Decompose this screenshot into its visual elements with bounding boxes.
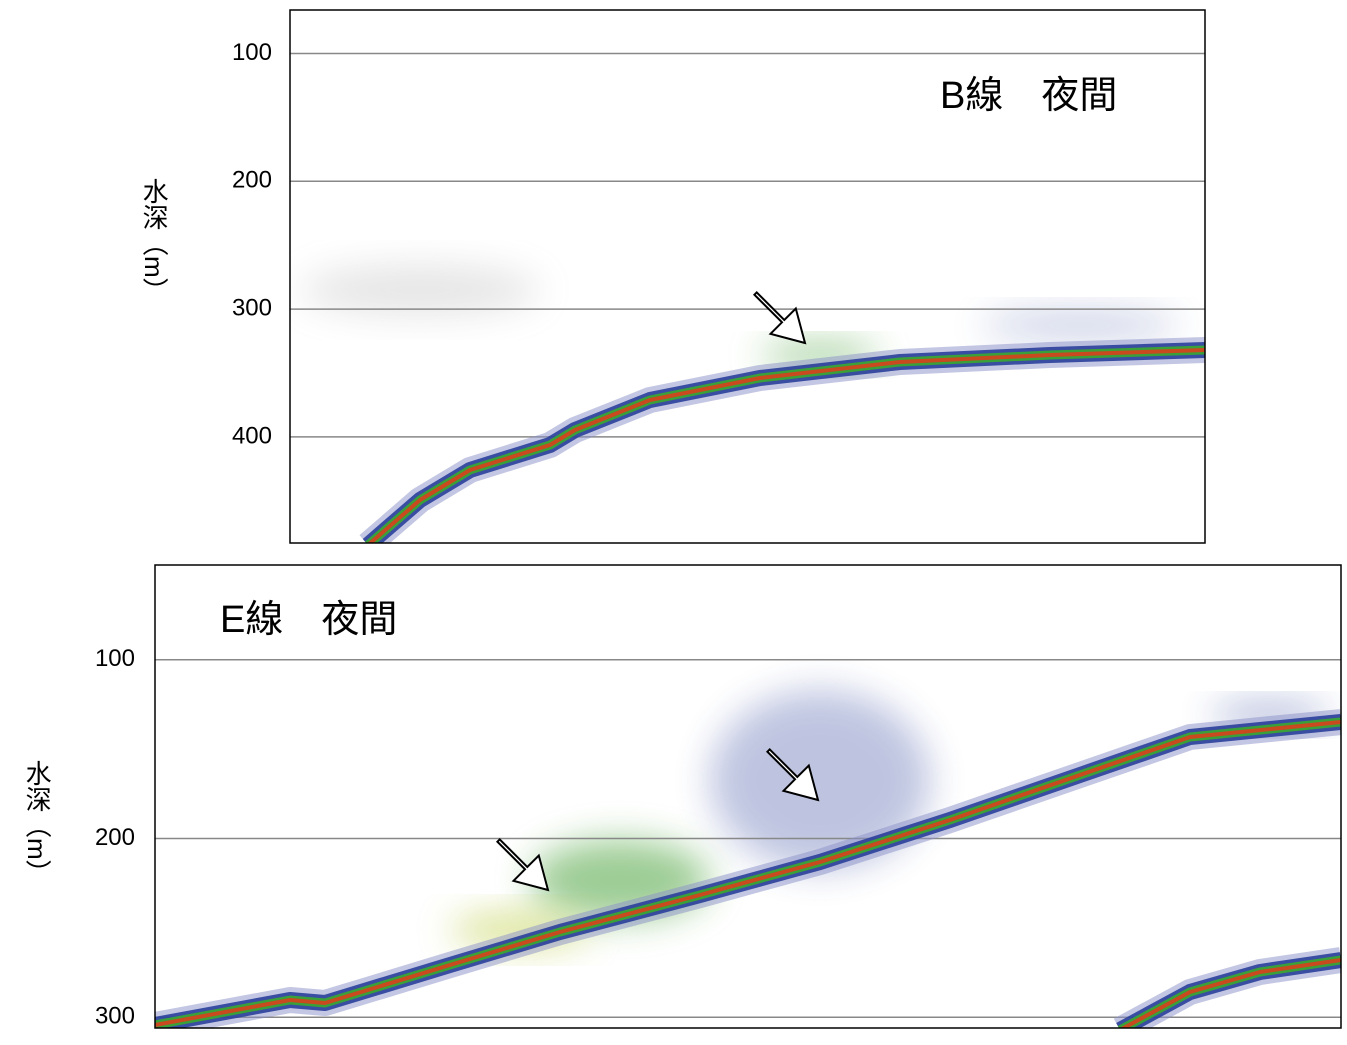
y-axis-label: 水深（m）	[22, 760, 52, 886]
panel-title: B線 夜間	[940, 75, 1117, 117]
school	[300, 265, 540, 315]
y-tick-label: 300	[232, 294, 272, 321]
y-axis-label: 水深（m）	[139, 178, 169, 304]
school	[980, 311, 1180, 339]
y-tick-label: 100	[95, 645, 135, 672]
y-tick-label: 200	[95, 824, 135, 851]
y-tick-label: 400	[232, 422, 272, 449]
y-tick-label: 300	[95, 1003, 135, 1030]
y-tick-label: 200	[232, 167, 272, 194]
y-tick-label: 100	[232, 39, 272, 66]
panel-title: E線 夜間	[220, 599, 397, 641]
figure: 100200300400B線 夜間水深（m）100200300E線 夜間水深（m…	[0, 0, 1347, 1045]
